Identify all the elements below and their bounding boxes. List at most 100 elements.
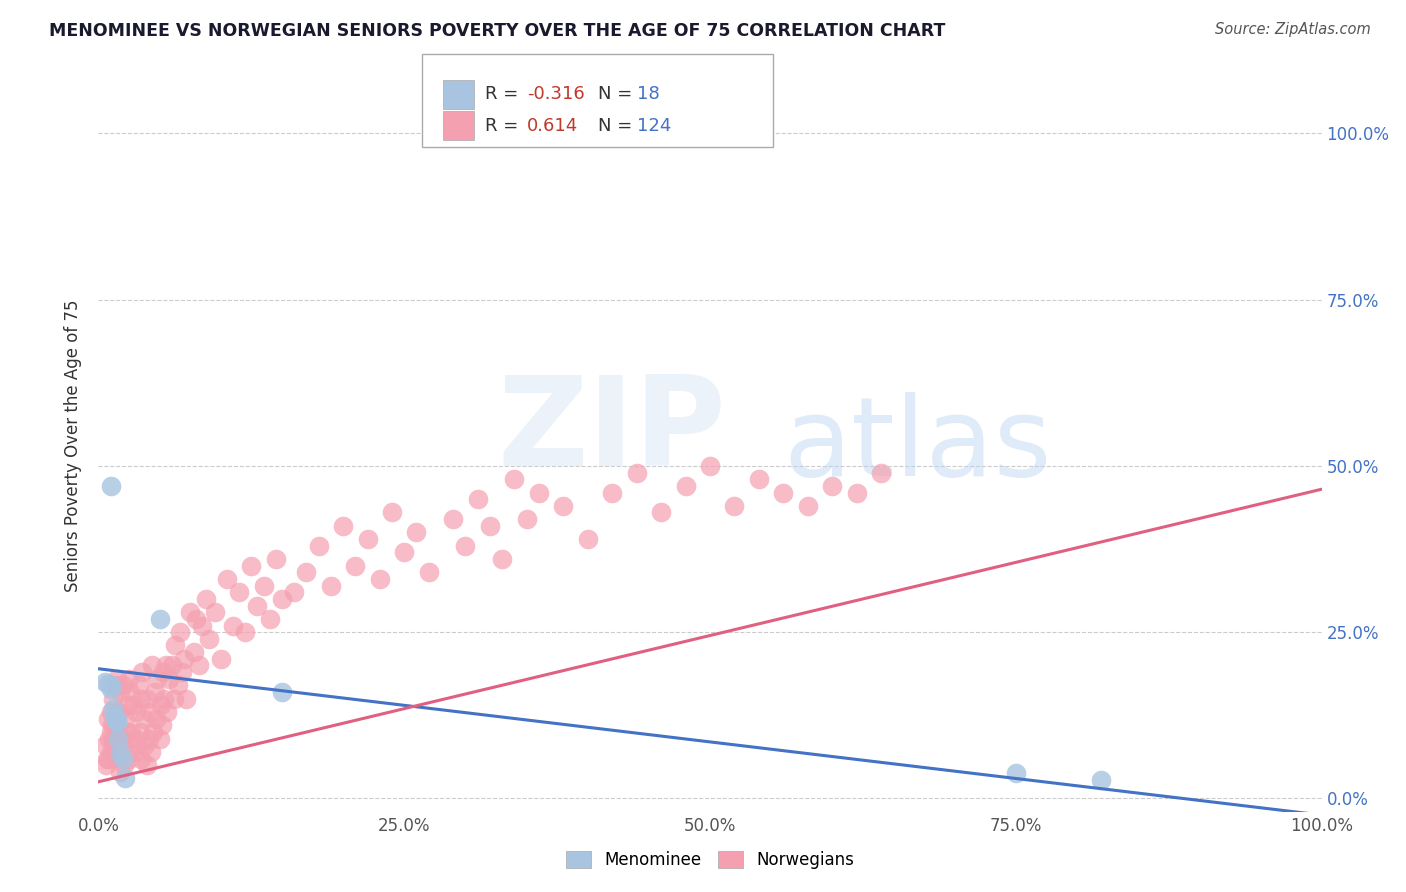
Point: [149, 698, 172, 713]
Point: [105, 725, 128, 739]
Point: [821, 479, 844, 493]
Point: [100, 678, 122, 692]
Point: [97, 712, 120, 726]
Point: [139, 705, 162, 719]
Point: [153, 691, 176, 706]
Point: [108, 705, 131, 719]
Point: [215, 572, 238, 586]
Point: [114, 772, 136, 786]
Point: [503, 472, 526, 486]
Point: [110, 685, 132, 699]
Point: [626, 466, 648, 480]
Point: [146, 672, 169, 686]
Point: [197, 632, 219, 646]
Point: [124, 731, 146, 746]
Point: [1004, 766, 1026, 780]
Point: [150, 718, 173, 732]
Point: [105, 714, 128, 729]
Point: [141, 658, 163, 673]
Text: N =: N =: [598, 117, 637, 135]
Point: [748, 472, 770, 486]
Point: [368, 572, 391, 586]
Point: [104, 712, 127, 726]
Point: [128, 678, 150, 692]
Text: N =: N =: [598, 86, 637, 103]
Point: [110, 746, 132, 760]
Point: [173, 652, 195, 666]
Point: [103, 738, 125, 752]
Text: 0.614: 0.614: [527, 117, 578, 135]
Point: [246, 599, 269, 613]
Point: [600, 485, 623, 500]
Point: [356, 532, 378, 546]
Point: [100, 745, 122, 759]
Point: [98, 731, 121, 746]
Point: [155, 658, 177, 673]
Point: [100, 681, 122, 696]
Point: [264, 552, 287, 566]
Point: [454, 539, 477, 553]
Point: [127, 738, 149, 752]
Point: [169, 625, 191, 640]
Point: [100, 725, 122, 739]
Point: [132, 712, 155, 726]
Point: [319, 579, 342, 593]
Point: [118, 672, 141, 686]
Point: [187, 658, 209, 673]
Point: [125, 705, 148, 719]
Point: [467, 492, 489, 507]
Point: [723, 499, 745, 513]
Text: ZIP: ZIP: [498, 371, 727, 491]
Point: [418, 566, 440, 580]
Text: R =: R =: [485, 86, 524, 103]
Point: [270, 591, 294, 606]
Point: [228, 585, 250, 599]
Point: [120, 685, 142, 699]
Point: [209, 652, 232, 666]
Point: [104, 705, 127, 719]
Point: [111, 738, 134, 752]
Point: [252, 579, 274, 593]
Point: [527, 485, 550, 500]
Point: [441, 512, 464, 526]
Point: [1090, 772, 1112, 787]
Point: [186, 612, 208, 626]
Point: [392, 545, 416, 559]
Point: [381, 506, 404, 520]
Point: [772, 485, 794, 500]
Point: [110, 764, 132, 779]
Point: [121, 698, 143, 713]
Point: [136, 758, 159, 772]
Legend: Menominee, Norwegians: Menominee, Norwegians: [565, 851, 855, 869]
Point: [204, 605, 226, 619]
Point: [240, 558, 263, 573]
Point: [650, 506, 672, 520]
Point: [111, 731, 134, 746]
Point: [699, 458, 721, 473]
Text: Source: ZipAtlas.com: Source: ZipAtlas.com: [1215, 22, 1371, 37]
Point: [103, 708, 125, 723]
Point: [405, 525, 427, 540]
Point: [94, 758, 117, 772]
Point: [107, 731, 129, 746]
Point: [96, 751, 118, 765]
Point: [797, 499, 820, 513]
Point: [163, 691, 186, 706]
Point: [176, 691, 198, 706]
Point: [576, 532, 599, 546]
Point: [101, 718, 124, 732]
Point: [118, 751, 141, 765]
Point: [129, 725, 152, 739]
Point: [93, 675, 115, 690]
Point: [344, 558, 367, 573]
Point: [131, 665, 153, 679]
Point: [100, 479, 122, 493]
Point: [111, 678, 134, 692]
Point: [120, 725, 142, 739]
Point: [553, 499, 575, 513]
Point: [149, 731, 172, 746]
Point: [191, 618, 214, 632]
Point: [515, 512, 537, 526]
Point: [103, 751, 125, 765]
Point: [156, 705, 179, 719]
